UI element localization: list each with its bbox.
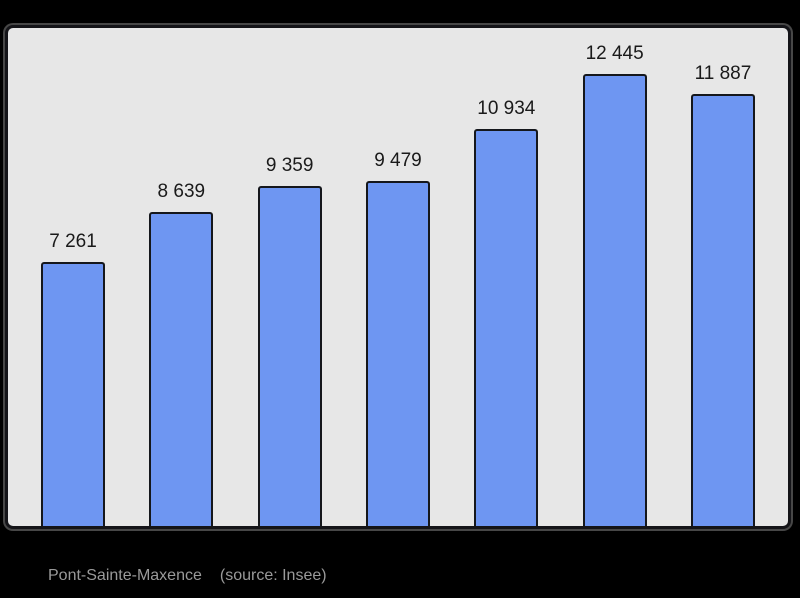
bar [41, 262, 105, 526]
bar-value-label: 10 934 [477, 98, 536, 120]
bar-value-label: 7 261 [49, 231, 97, 253]
bar-value-label: 9 479 [374, 150, 422, 172]
bar [149, 212, 214, 526]
chart-caption: Pont-Sainte-Maxence (source: Insee) [48, 566, 327, 586]
bar-group: 7 261 [41, 231, 105, 526]
caption-source: (source: Insee) [219, 567, 327, 584]
bar-group: 12 445 [582, 43, 647, 526]
bar-value-label: 11 887 [694, 63, 752, 85]
bar-group: 8 639 [149, 181, 214, 526]
bar-series: 7 261 8 639 9 359 9 479 10 934 12 445 11 887 [8, 28, 788, 526]
bar [690, 94, 755, 526]
bar [582, 74, 647, 526]
bar-group: 10 934 [474, 98, 539, 526]
bar-value-label: 8 639 [157, 181, 206, 203]
bar-group: 11 887 [690, 63, 755, 526]
bar [257, 186, 322, 526]
bar-value-label: 12 445 [585, 43, 644, 65]
caption-title: Pont-Sainte-Maxence [48, 567, 202, 584]
bar-group: 9 479 [365, 150, 430, 526]
bar [365, 181, 430, 526]
plot-area: 7 261 8 639 9 359 9 479 10 934 12 445 11 887 [5, 25, 791, 529]
bar-value-label: 9 359 [265, 155, 314, 177]
bar-group: 9 359 [257, 155, 322, 526]
bar [474, 129, 539, 526]
